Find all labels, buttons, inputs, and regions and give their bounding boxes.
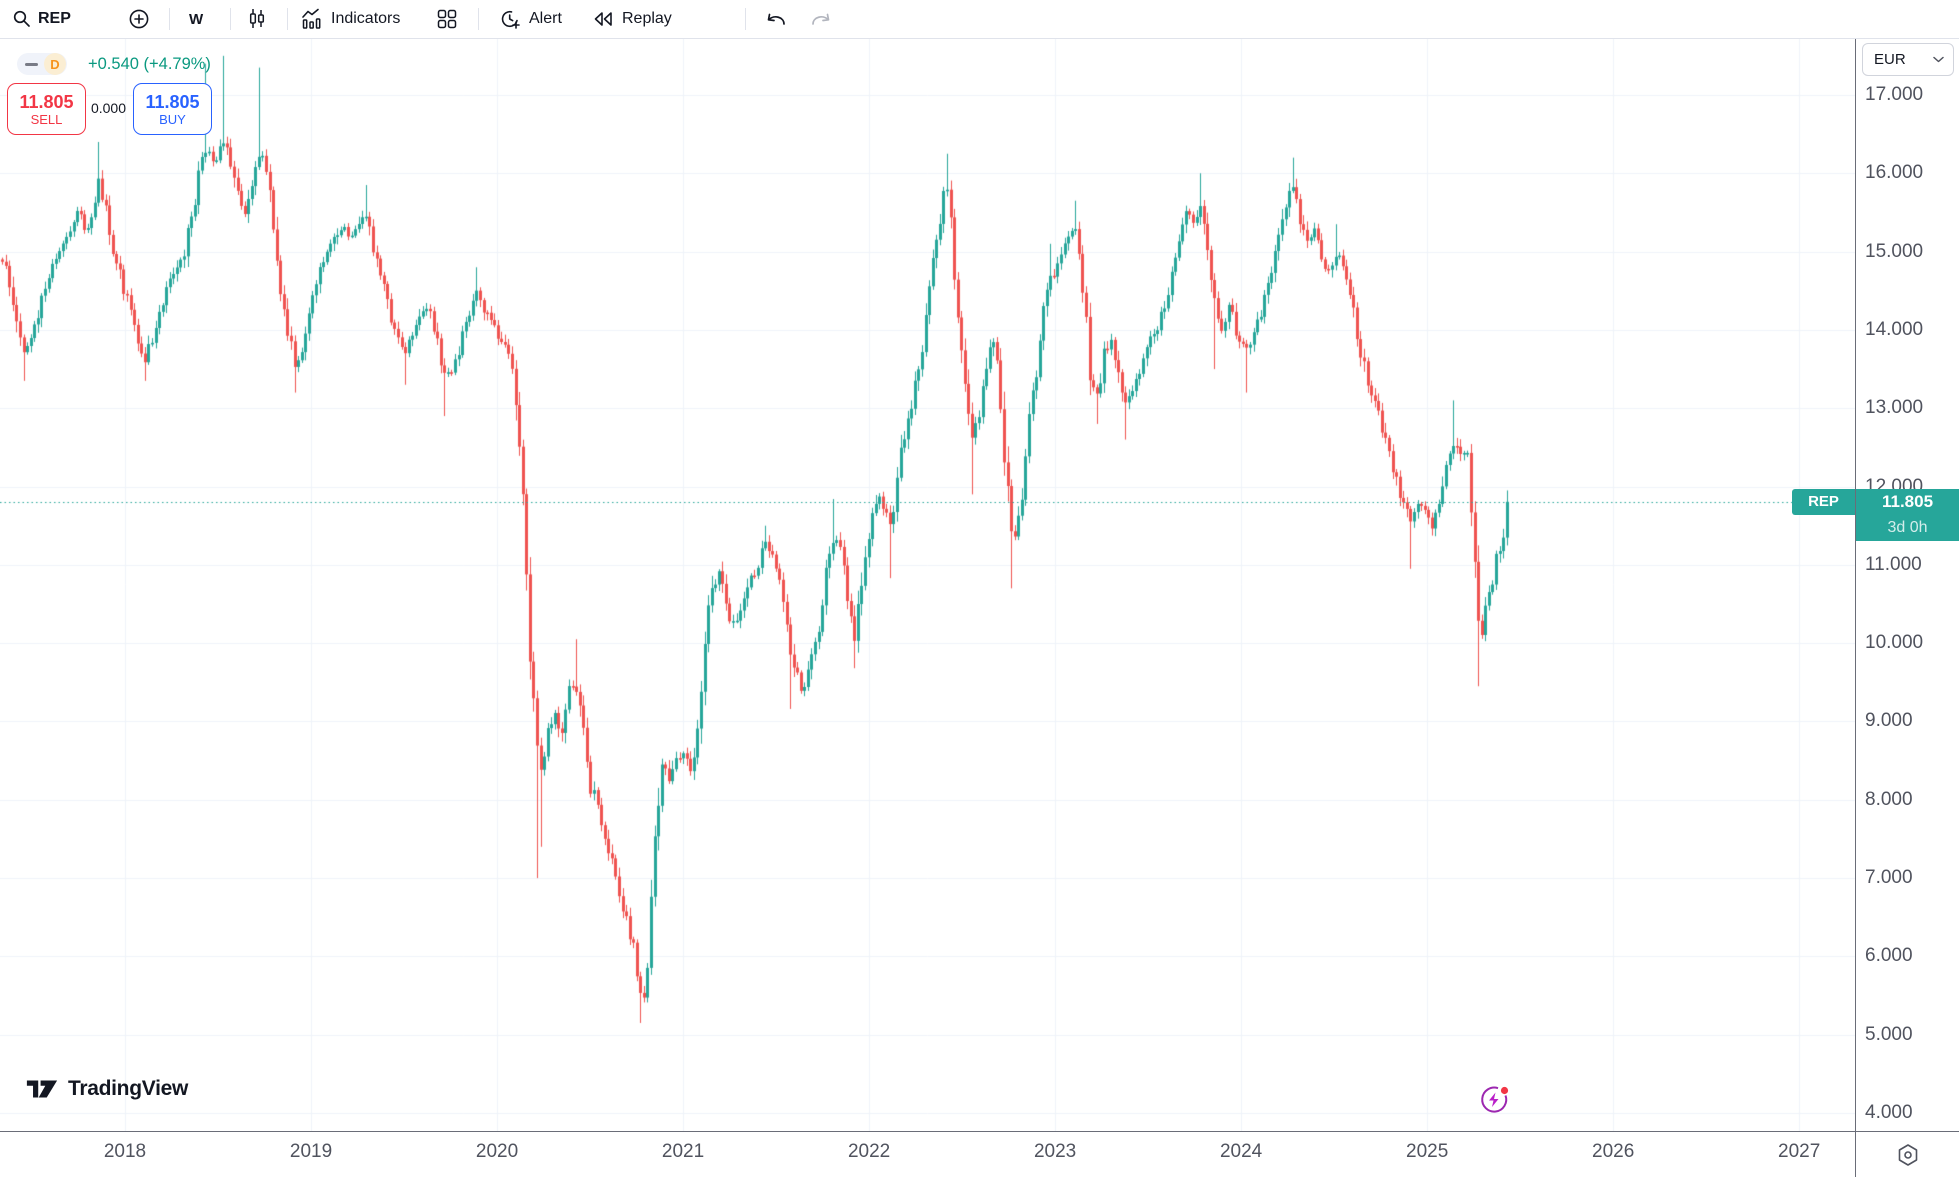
last-price-label: 11.805 3d 0h bbox=[1856, 488, 1959, 541]
year-tick: 2022 bbox=[847, 1141, 891, 1162]
year-tick: 2019 bbox=[289, 1141, 333, 1162]
lightning-bolt-icon bbox=[1476, 1081, 1512, 1117]
search-icon bbox=[12, 9, 32, 29]
toolbar-separator bbox=[169, 8, 170, 30]
year-tick: 2018 bbox=[103, 1141, 147, 1162]
toolbar-separator bbox=[745, 8, 746, 30]
toolbar-separator bbox=[230, 8, 231, 30]
axis-settings-hexagon-icon[interactable] bbox=[1894, 1141, 1922, 1169]
interval-d-badge[interactable]: D bbox=[44, 53, 66, 75]
price-tick: 8.000 bbox=[1865, 788, 1913, 810]
chart-pane[interactable]: D +0.540 (+4.79%) 11.805 SELL 0.000 11.8… bbox=[0, 38, 1855, 1131]
price-tick: 4.000 bbox=[1865, 1101, 1913, 1123]
alert-clock-icon bbox=[498, 7, 522, 31]
redo-button[interactable] bbox=[808, 0, 834, 38]
price-tick: 15.000 bbox=[1865, 240, 1924, 262]
year-tick: 2024 bbox=[1219, 1141, 1263, 1162]
interval-button[interactable]: W bbox=[189, 10, 204, 28]
tradingview-logo-text: TradingView bbox=[68, 1077, 189, 1100]
replay-rewind-icon bbox=[591, 8, 615, 30]
source-dash-icon bbox=[25, 63, 38, 66]
quick-trade-flash-button[interactable] bbox=[1476, 1081, 1512, 1117]
alert-button[interactable]: Alert bbox=[498, 0, 562, 38]
redo-arrow-icon bbox=[808, 8, 834, 30]
year-tick: 2027 bbox=[1778, 1141, 1821, 1162]
chevron-down-icon bbox=[1933, 56, 1944, 63]
symbol-search-button[interactable] bbox=[12, 0, 32, 38]
price-tick: 14.000 bbox=[1865, 318, 1924, 340]
bar-countdown: 3d 0h bbox=[1887, 518, 1928, 536]
sell-button[interactable]: 11.805 SELL bbox=[7, 83, 86, 135]
symbol-name[interactable]: REP bbox=[38, 10, 71, 27]
indicators-button[interactable]: Indicators bbox=[300, 0, 400, 38]
year-tick: 2026 bbox=[1592, 1141, 1635, 1162]
tradingview-logo-icon bbox=[25, 1076, 59, 1102]
price-tick: 13.000 bbox=[1865, 397, 1924, 419]
price-tick: 11.000 bbox=[1865, 553, 1922, 575]
currency-dropdown[interactable]: EUR bbox=[1862, 43, 1954, 76]
price-tick: 16.000 bbox=[1865, 162, 1924, 184]
candlestick-chart-canvas[interactable] bbox=[0, 38, 1855, 1131]
price-tick: 5.000 bbox=[1865, 1023, 1913, 1045]
price-tick: 9.000 bbox=[1865, 710, 1913, 732]
toolbar-separator bbox=[478, 8, 479, 30]
layout-grid-button[interactable] bbox=[436, 0, 458, 38]
time-axis[interactable]: 2018 2019 2020 2021 2022 2023 2024 2025 2026 2027 bbox=[0, 1131, 1959, 1178]
last-price-value: 11.805 bbox=[1881, 491, 1934, 511]
sell-price: 11.805 bbox=[19, 91, 74, 112]
buy-price: 11.805 bbox=[145, 91, 200, 112]
candlestick-style-icon bbox=[246, 7, 268, 31]
currency-value: EUR bbox=[1874, 51, 1906, 68]
plus-circle-icon bbox=[127, 7, 151, 31]
year-tick: 2021 bbox=[661, 1141, 705, 1162]
source-interval-pill[interactable]: D bbox=[17, 53, 67, 75]
undo-button[interactable] bbox=[763, 0, 789, 38]
price-tick: 17.000 bbox=[1865, 84, 1924, 105]
buy-button[interactable]: 11.805 BUY bbox=[133, 83, 212, 135]
top-toolbar: REP W Indicators bbox=[0, 0, 1959, 39]
price-tick: 10.000 bbox=[1865, 632, 1924, 654]
sell-label: SELL bbox=[30, 111, 63, 127]
tradingview-logo[interactable]: TradingView bbox=[25, 1076, 188, 1102]
last-price-symbol-tag: REP bbox=[1792, 488, 1855, 515]
year-tick: 2023 bbox=[1033, 1141, 1077, 1162]
price-tick: 6.000 bbox=[1865, 945, 1913, 967]
undo-arrow-icon bbox=[763, 8, 789, 30]
buy-label: BUY bbox=[159, 111, 186, 127]
price-tick: 7.000 bbox=[1865, 867, 1913, 889]
toolbar-separator bbox=[287, 8, 288, 30]
year-tick: 2025 bbox=[1406, 1141, 1449, 1162]
grid-layout-icon bbox=[436, 8, 458, 30]
price-axis-border bbox=[1855, 38, 1856, 1177]
indicators-icon bbox=[300, 7, 324, 31]
compare-add-symbol-button[interactable] bbox=[127, 0, 151, 38]
chart-style-button[interactable] bbox=[246, 0, 268, 38]
price-axis[interactable]: EUR 17.000 16.000 15.000 14.000 13.000 12.000… bbox=[1856, 38, 1959, 1131]
spread-value: 0.000 bbox=[90, 100, 127, 116]
price-change-text: +0.540 (+4.79%) bbox=[88, 55, 211, 73]
year-tick: 2020 bbox=[475, 1141, 519, 1162]
replay-button[interactable]: Replay bbox=[591, 0, 672, 38]
